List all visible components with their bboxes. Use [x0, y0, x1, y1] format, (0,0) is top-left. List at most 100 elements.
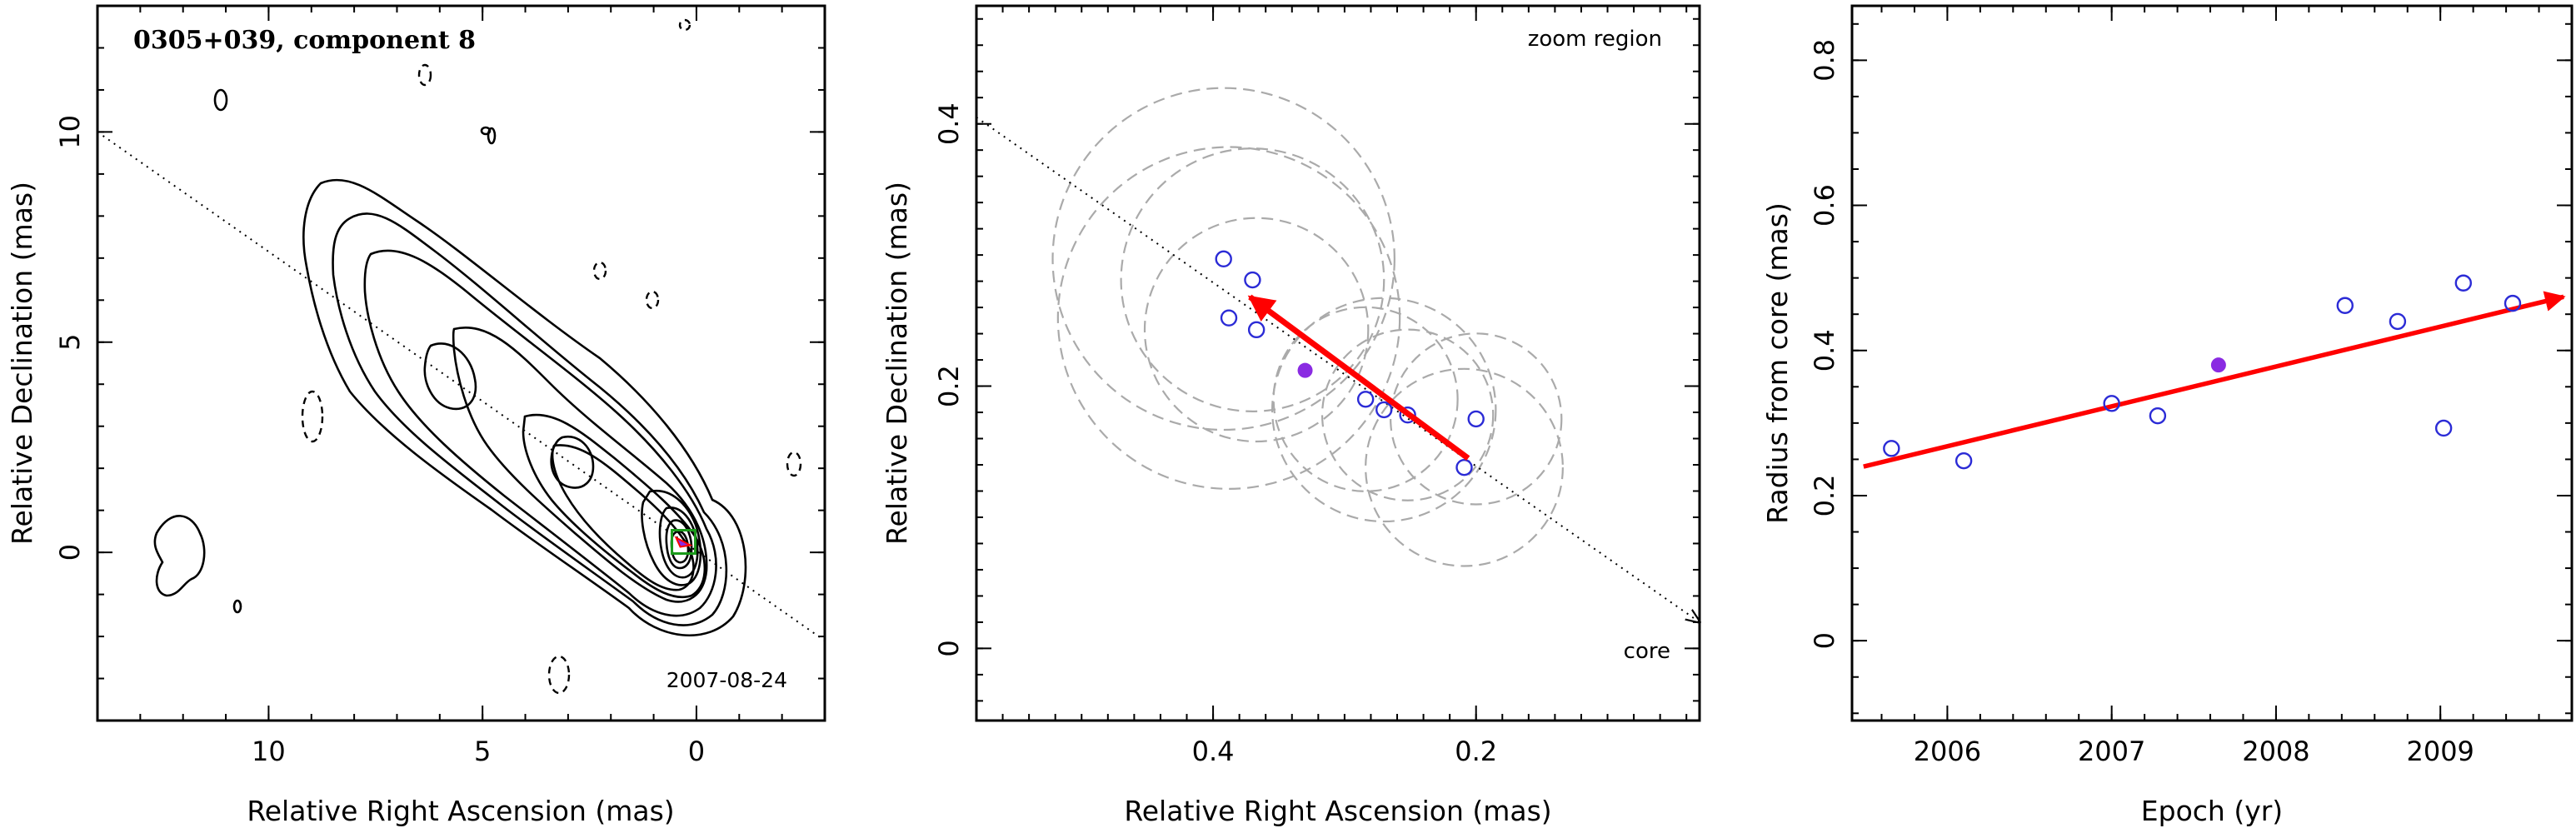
- contour-12: [550, 435, 595, 489]
- y-axis-label-3: Radius from core (mas): [1761, 202, 1794, 524]
- data-point: [1247, 321, 1266, 339]
- y-tick-label: 0.2: [933, 365, 965, 407]
- contour-5: [522, 413, 706, 599]
- data-point: [1215, 250, 1232, 268]
- contour-6: [551, 444, 695, 591]
- y-axis-label-2: Relative Declination (mas): [881, 182, 913, 545]
- y-tick-label: 0.4: [933, 102, 965, 145]
- data-point: [2336, 297, 2354, 314]
- jet-axis-line: [976, 116, 1700, 622]
- contour-neg-5: [645, 290, 660, 310]
- x-axis-label-3: Epoch (yr): [2141, 795, 2283, 827]
- contour-neg-4: [592, 261, 607, 281]
- data-point: [2103, 395, 2120, 412]
- x-tick-label: 2006: [1914, 736, 1981, 767]
- contour-neg-3: [547, 655, 571, 695]
- contour-11: [423, 342, 477, 411]
- uncertainty-circle: [1390, 332, 1563, 506]
- data-point: [1220, 309, 1238, 327]
- x-tick-label: 0: [688, 736, 705, 767]
- data-point: [1244, 271, 1261, 289]
- contour-neg-6: [786, 451, 802, 477]
- y-tick-label: 0.2: [1809, 475, 1840, 517]
- highlighted-point: [2210, 357, 2226, 373]
- uncertainty-circle: [1051, 87, 1395, 431]
- x-tick-label: 0.4: [1192, 736, 1235, 767]
- contour-neg-2: [301, 390, 324, 443]
- data-point: [1467, 410, 1485, 428]
- contour-neg-1: [417, 63, 432, 87]
- y-tick-label: 10: [54, 115, 86, 149]
- uncertainty-circle: [1056, 146, 1401, 490]
- position-points: [1215, 250, 1485, 476]
- contour-7: [641, 489, 702, 586]
- fit-arrow: [1863, 291, 2566, 469]
- plot-frame-2: [975, 4, 1701, 722]
- data-point: [1954, 451, 1973, 470]
- uncertainty-circle: [1271, 297, 1497, 523]
- motion-vector-arrow: [1247, 294, 1470, 461]
- contour-group: [153, 18, 802, 695]
- y-tick-label: 0: [933, 640, 965, 656]
- contour-2: [332, 212, 728, 626]
- x-tick-label: 2009: [2406, 736, 2474, 767]
- zoom-region-label: zoom region: [1528, 27, 1662, 52]
- data-point: [2434, 419, 2453, 437]
- y-tick-label: 0: [54, 544, 86, 561]
- data-point: [2454, 274, 2473, 292]
- contour-14: [213, 88, 228, 112]
- component-box: [671, 529, 697, 555]
- y-axis-label-1: Relative Declination (mas): [6, 182, 38, 545]
- contour-neg-7: [678, 18, 691, 32]
- core-label: core: [1624, 639, 1670, 664]
- data-point: [2504, 294, 2522, 312]
- x-tick-label: 0.2: [1455, 736, 1497, 767]
- uncertainty-circle: [1365, 367, 1564, 567]
- y-tick-label: 0.6: [1809, 184, 1840, 227]
- data-point: [2389, 312, 2407, 331]
- axis-ticks-2: 0.4 0.2 0 0.2 0.4: [933, 6, 1700, 767]
- data-point: [1356, 391, 1375, 408]
- axis-ticks-1: 10 5 0 0 5 10: [54, 5, 826, 767]
- panel-zoom-region: 0.4 0.2 0 0.2 0.4 zoom region core Relative …: [881, 4, 1701, 827]
- contour-8: [658, 506, 699, 579]
- y-tick-label: 0: [1809, 632, 1840, 649]
- uncertainty-circle: [1120, 147, 1385, 412]
- component-motion-arrow: [674, 536, 693, 548]
- axis-ticks-3: 2006 2007 2008 2009 0 0.2 0.4 0.6 0.8: [1809, 6, 2573, 767]
- contour-9: [665, 519, 693, 570]
- data-point: [1375, 401, 1393, 419]
- plot-frame-1: [96, 4, 826, 722]
- jet-axis-line: [97, 131, 826, 641]
- x-axis-label-1: Relative Right Ascension (mas): [247, 795, 674, 827]
- epoch-date-label: 2007-08-24: [666, 668, 787, 692]
- panel-radius-vs-epoch: 2006 2007 2008 2009 0 0.2 0.4 0.6 0.8 Epoch (yr)…: [1761, 4, 2574, 827]
- x-axis-label-2: Relative Right Ascension (mas): [1124, 795, 1551, 827]
- uncertainty-circle: [1272, 306, 1459, 492]
- y-tick-label: 0.4: [1809, 329, 1840, 372]
- panel-contour-map: 10 5 0 0 5 10 0305+039, component 8 2007-08-2…: [6, 4, 826, 827]
- uncertainty-circle: [1143, 217, 1370, 443]
- x-tick-label: 2007: [2078, 736, 2145, 767]
- x-tick-label: 5: [474, 736, 491, 767]
- data-point: [1399, 406, 1416, 424]
- data-point: [1455, 458, 1473, 476]
- data-point: [1883, 440, 1900, 457]
- contour-15: [232, 599, 242, 614]
- y-tick-label: 0.8: [1809, 39, 1840, 82]
- panel-1-title: 0305+039, component 8: [133, 26, 476, 55]
- y-tick-label: 5: [54, 334, 86, 351]
- uncertainty-circles: [1051, 87, 1564, 567]
- uncertainty-circle: [1320, 328, 1495, 501]
- x-tick-label: 10: [252, 736, 286, 767]
- contour-3: [363, 249, 717, 617]
- contour-4: [452, 327, 708, 603]
- contour-13: [153, 515, 206, 597]
- contour-17: [487, 127, 497, 145]
- plot-frame-3: [1850, 4, 2574, 722]
- radius-points: [1883, 274, 2522, 470]
- x-tick-label: 2008: [2242, 736, 2309, 767]
- highlighted-point: [1297, 362, 1313, 378]
- data-point: [2149, 407, 2167, 425]
